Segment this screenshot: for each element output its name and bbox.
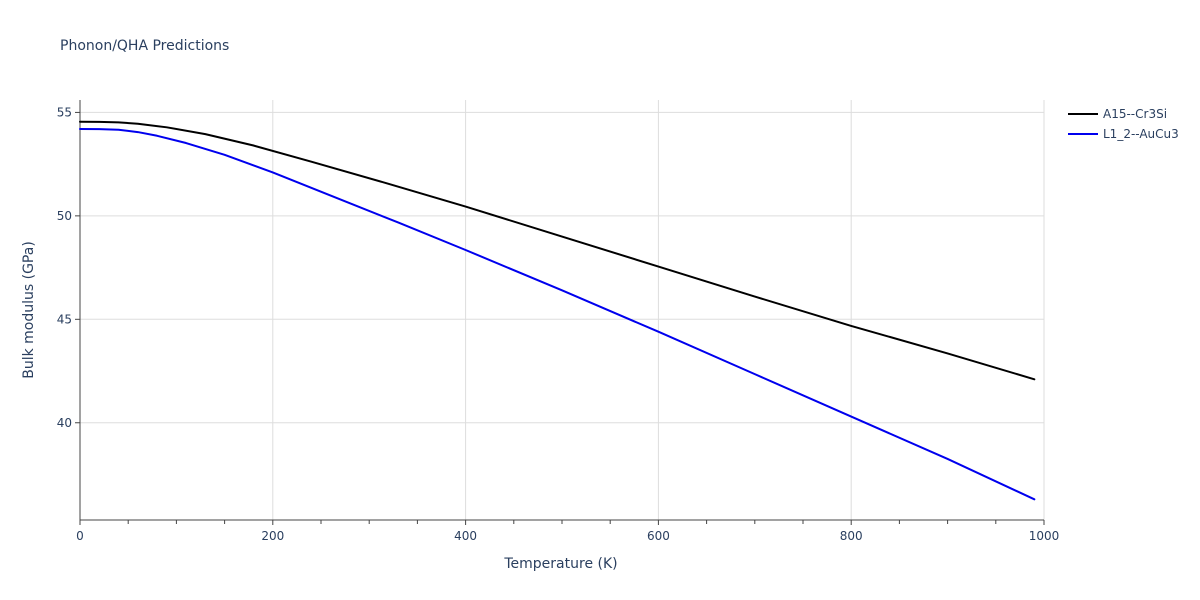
y-tick-label: 55 [57,105,72,119]
y-tick-label: 40 [57,416,72,430]
legend-label: A15--Cr3Si [1103,107,1167,121]
plot-area [79,120,1036,501]
legend-item-1[interactable]: A15--Cr3Si [1068,107,1167,121]
y-tick-label: 50 [57,209,72,223]
chart-title: Phonon/QHA Predictions [60,38,229,54]
x-tick-label: 1000 [1029,529,1060,543]
series-line-2[interactable] [79,127,1036,501]
grid-lines [80,100,1045,520]
x-tick-label: 0 [76,529,84,543]
axes [75,100,1045,525]
tick-labels: 0 200 400 600 800 1000 40 45 50 55 [57,105,1060,543]
legend-label: L1_2--AuCu3 [1103,127,1179,141]
x-tick-label: 600 [647,529,670,543]
y-axis-title: Bulk modulus (GPa) [21,241,37,379]
x-tick-label: 800 [840,529,863,543]
x-tick-label: 200 [261,529,284,543]
series-line-1[interactable] [79,120,1036,381]
legend-item-2[interactable]: L1_2--AuCu3 [1068,127,1179,141]
x-axis-title: Temperature (K) [503,556,617,572]
legend[interactable]: A15--Cr3Si L1_2--AuCu3 [1068,107,1179,141]
y-tick-label: 45 [57,312,72,326]
x-tick-label: 400 [454,529,477,543]
